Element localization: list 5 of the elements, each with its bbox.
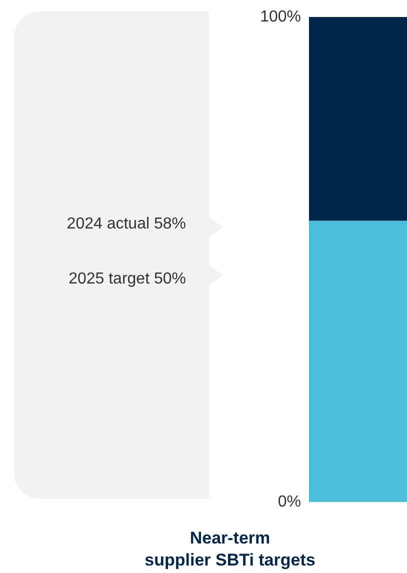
text: 2025 target 50%	[68, 270, 186, 288]
text: 2024 actual 58%	[66, 216, 186, 232]
x-axis-title: Near-term supplier SBTi targets	[144, 528, 316, 570]
y-tick-label: 100%	[260, 8, 301, 26]
y-tick-label: 0%	[278, 494, 301, 510]
